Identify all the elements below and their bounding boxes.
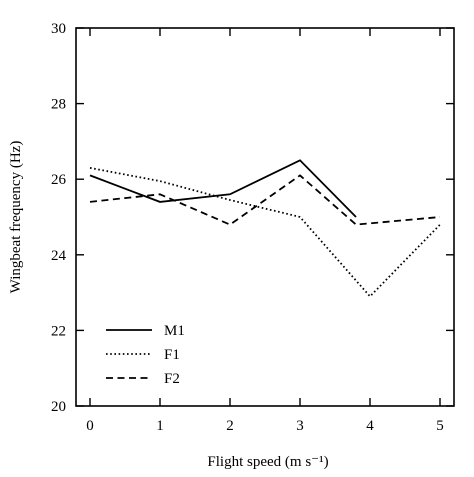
legend: M1 F1 F2 — [106, 323, 185, 387]
legend-label-f1: F1 — [164, 347, 180, 363]
y-tick-label: 22 — [51, 323, 66, 339]
y-tick-label: 20 — [51, 399, 66, 415]
x-tick-label: 0 — [86, 418, 94, 434]
series-group — [89, 159, 441, 298]
axis-tick-labels: 0 1 2 3 4 5 20 22 24 26 28 30 — [51, 21, 444, 434]
plot-frame — [75, 27, 455, 407]
y-tick-label: 30 — [51, 21, 66, 37]
series-line-f2 — [89, 174, 441, 226]
x-axis-label: Flight speed (m s⁻¹) — [207, 454, 328, 470]
x-tick-label: 1 — [156, 418, 164, 434]
y-axis-label: Wingbeat frequency (Hz) — [8, 141, 24, 294]
x-tick-label: 3 — [296, 418, 304, 434]
legend-label-f2: F2 — [164, 371, 180, 387]
y-tick-label: 24 — [51, 248, 67, 264]
y-tick-label: 26 — [51, 172, 67, 188]
legend-label-m1: M1 — [164, 323, 185, 339]
x-tick-label: 5 — [436, 418, 444, 434]
series-line-f1 — [89, 167, 441, 298]
x-tick-label: 2 — [226, 418, 234, 434]
x-tick-label: 4 — [366, 418, 374, 434]
axis-ticks — [76, 27, 454, 407]
series-line-m1 — [89, 159, 357, 218]
y-tick-label: 28 — [51, 97, 66, 113]
